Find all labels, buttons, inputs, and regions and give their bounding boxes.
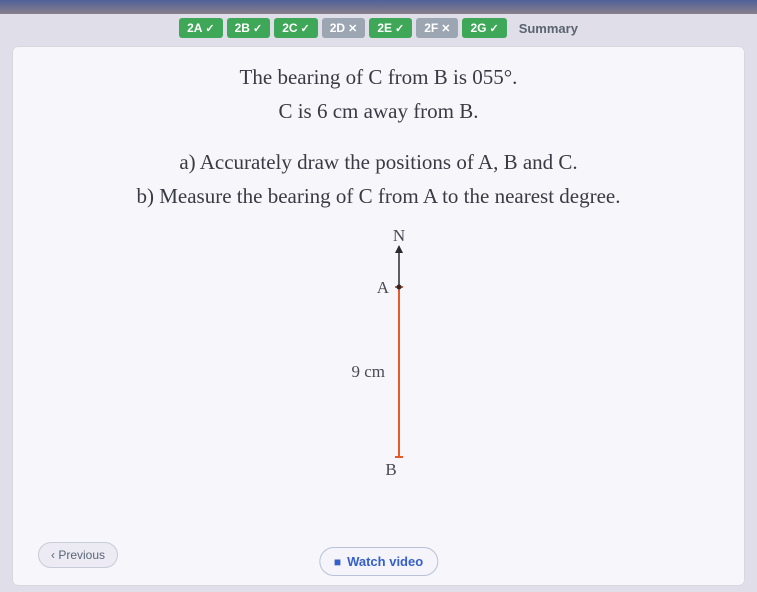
previous-label: Previous bbox=[58, 548, 105, 562]
tab-label: 2G bbox=[470, 21, 486, 35]
problem-text: The bearing of C from B is 055°. C is 6 … bbox=[12, 62, 745, 212]
diagram-svg: N A B 9 cm bbox=[319, 222, 459, 502]
question-a: a) Accurately draw the positions of A, B… bbox=[32, 147, 725, 179]
text: is 6 cm away from bbox=[292, 99, 459, 123]
video-icon: ■ bbox=[334, 555, 341, 569]
cross-icon: ✕ bbox=[441, 22, 450, 35]
math-var: B bbox=[459, 99, 473, 123]
tab-label: 2D bbox=[330, 21, 345, 35]
tab-2b[interactable]: 2B ✓ bbox=[227, 18, 271, 38]
check-icon: ✓ bbox=[301, 22, 310, 35]
check-icon: ✓ bbox=[395, 22, 404, 35]
tab-label: 2B bbox=[235, 21, 250, 35]
tab-label: 2E bbox=[377, 21, 392, 35]
problem-line2: C is 6 cm away from B. bbox=[32, 96, 725, 128]
diagram: N A B 9 cm bbox=[12, 222, 745, 502]
tab-2d[interactable]: 2D ✕ bbox=[322, 18, 366, 38]
svg-text:B: B bbox=[385, 460, 396, 479]
tab-2c[interactable]: 2C ✓ bbox=[274, 18, 318, 38]
tab-2g[interactable]: 2G ✓ bbox=[462, 18, 506, 38]
svg-text:9 cm: 9 cm bbox=[351, 362, 385, 381]
math-var: C bbox=[278, 99, 292, 123]
tab-label: 2A bbox=[187, 21, 202, 35]
page: 2A ✓ 2B ✓ 2C ✓ 2D ✕ 2E ✓ 2F ✕ 2G ✓ Summa… bbox=[0, 14, 757, 592]
previous-button[interactable]: ‹ Previous bbox=[38, 542, 118, 568]
check-icon: ✓ bbox=[489, 22, 498, 35]
watch-label: Watch video bbox=[347, 554, 423, 569]
math-var: C bbox=[368, 65, 382, 89]
progress-tabs: 2A ✓ 2B ✓ 2C ✓ 2D ✕ 2E ✓ 2F ✕ 2G ✓ Summa… bbox=[0, 14, 757, 38]
text: from bbox=[382, 65, 433, 89]
cross-icon: ✕ bbox=[348, 22, 357, 35]
question-b: b) Measure the bearing of C from A to th… bbox=[32, 181, 725, 213]
top-border bbox=[0, 0, 757, 14]
tab-2e[interactable]: 2E ✓ bbox=[369, 18, 412, 38]
tab-2a[interactable]: 2A ✓ bbox=[179, 18, 223, 38]
tab-2f[interactable]: 2F ✕ bbox=[416, 18, 458, 38]
watch-video-button[interactable]: ■ Watch video bbox=[319, 547, 438, 576]
tab-label: 2F bbox=[424, 21, 438, 35]
math-var: B bbox=[434, 65, 448, 89]
check-icon: ✓ bbox=[253, 22, 262, 35]
svg-text:A: A bbox=[376, 278, 389, 297]
question-card: The bearing of C from B is 055°. C is 6 … bbox=[12, 46, 745, 586]
text: is 055°. bbox=[448, 65, 518, 89]
tab-label: 2C bbox=[282, 21, 297, 35]
problem-line1: The bearing of C from B is 055°. bbox=[32, 62, 725, 94]
text: . bbox=[473, 99, 478, 123]
check-icon: ✓ bbox=[205, 22, 214, 35]
summary-link[interactable]: Summary bbox=[511, 21, 578, 36]
svg-text:N: N bbox=[392, 226, 404, 245]
text: The bearing of bbox=[240, 65, 369, 89]
